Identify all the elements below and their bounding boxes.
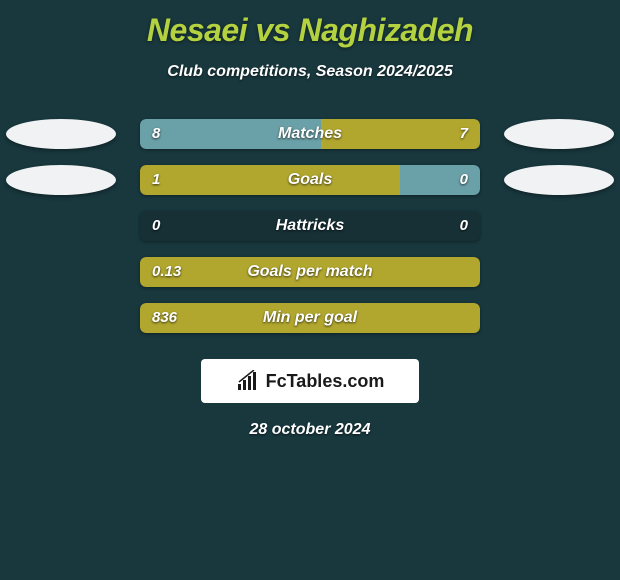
- player-silhouette-left: [6, 165, 116, 195]
- brand-text: FcTables.com: [266, 371, 385, 392]
- value-right: 0: [460, 211, 468, 241]
- value-right: 7: [460, 119, 468, 149]
- stat-row: 0 Hattricks 0: [0, 211, 620, 241]
- stat-row: 1 Goals 0: [0, 165, 620, 195]
- bar-label: Goals per match: [140, 257, 480, 287]
- brand-box[interactable]: FcTables.com: [201, 359, 419, 403]
- value-right: 0: [460, 165, 468, 195]
- page-subtitle: Club competitions, Season 2024/2025: [0, 63, 620, 81]
- player-silhouette-right: [504, 119, 614, 149]
- player-silhouette-right: [504, 165, 614, 195]
- page-title: Nesaei vs Naghizadeh: [0, 0, 620, 49]
- stat-rows: 8 Matches 7 1 Goals 0 0 Hattricks 0 0.13…: [0, 119, 620, 333]
- player-silhouette-left: [6, 119, 116, 149]
- stat-row: 8 Matches 7: [0, 119, 620, 149]
- chart-icon: [236, 370, 262, 392]
- date-text: 28 october 2024: [0, 421, 620, 439]
- stat-row: 836 Min per goal: [0, 303, 620, 333]
- bar-label: Hattricks: [140, 211, 480, 241]
- bar-label: Matches: [140, 119, 480, 149]
- bar-label: Min per goal: [140, 303, 480, 333]
- bar-label: Goals: [140, 165, 480, 195]
- stat-row: 0.13 Goals per match: [0, 257, 620, 287]
